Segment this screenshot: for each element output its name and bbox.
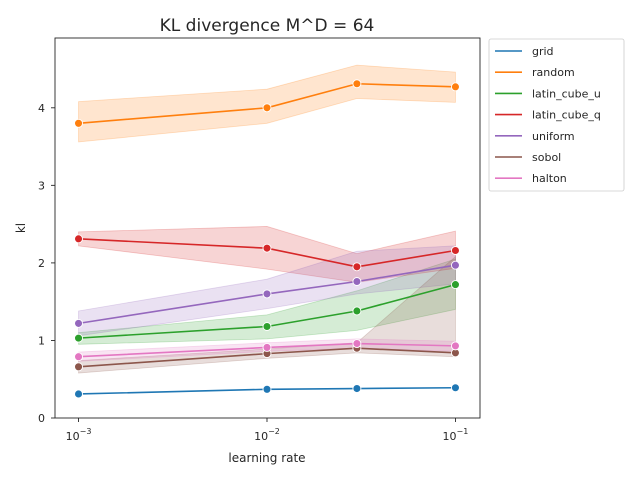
band-latin-cube-u xyxy=(78,258,456,345)
point-uniform xyxy=(450,260,460,270)
legend-label-grid: grid xyxy=(532,45,554,58)
line-random xyxy=(78,82,456,125)
y-axis-label: kl xyxy=(14,223,28,233)
y-tick-label: 2 xyxy=(38,257,45,270)
x-axis-label: learning rate xyxy=(228,451,305,465)
point-grid xyxy=(74,389,83,399)
legend-label-random: random xyxy=(532,66,575,79)
y-axis-ticks: 0 1 2 3 4 xyxy=(38,102,55,425)
point-uniform xyxy=(262,289,272,299)
legend-label-latin-cube-u: latin_cube_u xyxy=(532,87,601,100)
point-grid xyxy=(262,384,272,394)
line-sobol xyxy=(78,347,456,368)
line-halton xyxy=(78,342,456,358)
series-lines xyxy=(78,82,456,395)
point-latin-cube-q xyxy=(450,246,460,255)
point-grid xyxy=(352,384,362,393)
x-tick-label: 10−1 xyxy=(443,427,469,443)
point-halton xyxy=(352,339,362,348)
point-latin-cube-u xyxy=(352,306,362,316)
x-tick-label: 10−3 xyxy=(66,427,92,443)
y-tick-label: 0 xyxy=(38,412,45,425)
y-tick-label: 1 xyxy=(38,334,45,347)
line-latin-cube-u xyxy=(78,283,456,339)
plot-frame xyxy=(54,37,481,419)
point-latin-cube-u xyxy=(74,333,83,343)
point-random xyxy=(450,82,460,92)
line-latin-cube-q xyxy=(78,238,456,268)
point-sobol xyxy=(74,362,83,372)
x-axis-ticks: 10−3 10−2 10−1 xyxy=(66,418,469,443)
point-halton xyxy=(450,341,460,351)
legend-frame xyxy=(488,38,625,192)
point-uniform xyxy=(74,318,83,328)
y-tick-label: 4 xyxy=(38,102,45,115)
point-random xyxy=(262,103,272,113)
point-latin-cube-u xyxy=(262,322,272,331)
chart-title: KL divergence M^D = 64 xyxy=(160,16,375,36)
point-latin-cube-q xyxy=(74,234,83,244)
point-halton xyxy=(262,342,272,352)
legend-label-uniform: uniform xyxy=(532,130,575,143)
x-tick-label: 10−2 xyxy=(254,427,280,443)
y-tick-label: 3 xyxy=(38,179,45,192)
point-halton xyxy=(74,352,83,362)
series-points xyxy=(74,79,460,399)
point-uniform xyxy=(352,277,362,286)
legend-label-sobol: sobol xyxy=(532,151,561,164)
legend-label-latin-cube-q: latin_cube_q xyxy=(532,109,601,122)
legend: grid random latin_cube_u latin_cube_qunifor… xyxy=(488,38,625,192)
point-random xyxy=(74,118,83,128)
point-grid xyxy=(450,383,460,393)
point-latin-cube-q xyxy=(262,243,272,253)
line-grid xyxy=(78,386,456,395)
legend-label-halton: halton xyxy=(532,172,567,185)
line-uniform xyxy=(78,264,456,325)
point-latin-cube-u xyxy=(450,280,460,290)
point-random xyxy=(352,79,362,89)
point-latin-cube-q xyxy=(352,262,362,272)
